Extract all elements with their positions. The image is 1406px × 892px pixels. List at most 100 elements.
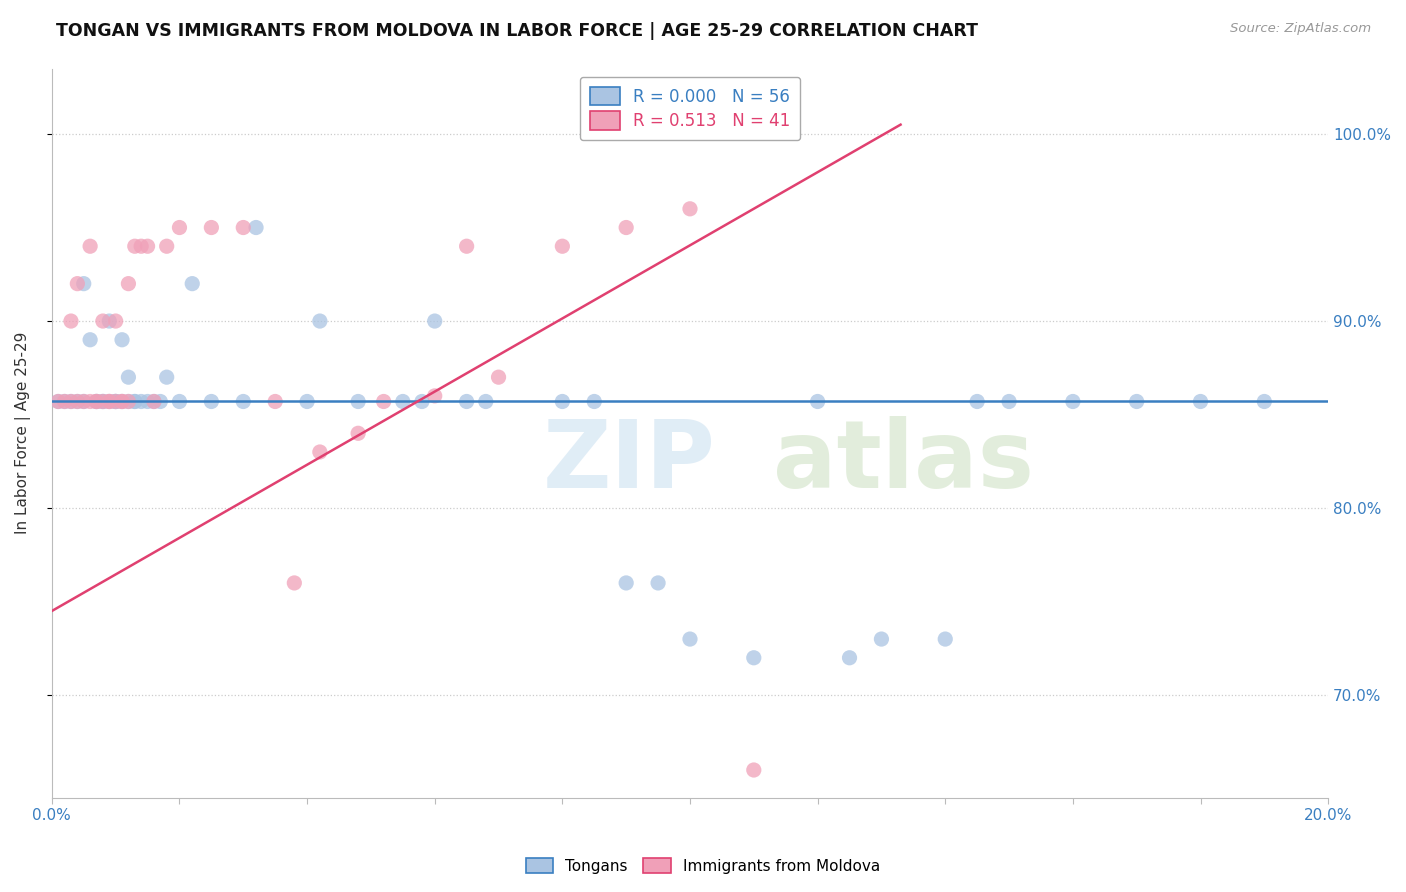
Point — [870, 632, 893, 646]
Point — [551, 394, 574, 409]
Point — [283, 576, 305, 591]
Point — [1189, 394, 1212, 409]
Point — [104, 394, 127, 409]
Point — [647, 576, 669, 591]
Point — [679, 632, 702, 646]
Point — [1253, 394, 1275, 409]
Legend: Tongans, Immigrants from Moldova: Tongans, Immigrants from Moldova — [520, 852, 886, 880]
Point — [98, 394, 121, 409]
Point — [295, 394, 318, 409]
Point — [46, 394, 69, 409]
Point — [347, 394, 370, 409]
Point — [59, 314, 82, 328]
Point — [117, 394, 139, 409]
Point — [142, 394, 165, 409]
Point — [86, 394, 108, 409]
Point — [245, 220, 267, 235]
Point — [583, 394, 606, 409]
Point — [934, 632, 956, 646]
Point — [91, 394, 114, 409]
Point — [104, 394, 127, 409]
Point — [614, 220, 637, 235]
Point — [742, 650, 765, 665]
Point — [91, 394, 114, 409]
Point — [475, 394, 498, 409]
Point — [614, 576, 637, 591]
Point — [742, 763, 765, 777]
Point — [73, 277, 96, 291]
Point — [679, 202, 702, 216]
Point — [124, 239, 146, 253]
Point — [73, 394, 96, 409]
Point — [98, 394, 121, 409]
Point — [53, 394, 76, 409]
Point — [838, 650, 860, 665]
Point — [66, 394, 89, 409]
Point — [91, 314, 114, 328]
Point — [232, 394, 254, 409]
Point — [79, 394, 101, 409]
Point — [111, 394, 134, 409]
Point — [111, 333, 134, 347]
Point — [79, 239, 101, 253]
Point — [456, 394, 478, 409]
Point — [456, 239, 478, 253]
Point — [73, 394, 96, 409]
Point — [1125, 394, 1147, 409]
Point — [129, 394, 152, 409]
Point — [488, 370, 510, 384]
Point — [391, 394, 413, 409]
Point — [46, 394, 69, 409]
Point — [169, 220, 191, 235]
Point — [181, 277, 204, 291]
Point — [98, 314, 121, 328]
Point — [169, 394, 191, 409]
Point — [129, 239, 152, 253]
Text: Source: ZipAtlas.com: Source: ZipAtlas.com — [1230, 22, 1371, 36]
Point — [966, 394, 988, 409]
Point — [59, 394, 82, 409]
Point — [111, 394, 134, 409]
Point — [79, 333, 101, 347]
Point — [98, 394, 121, 409]
Point — [308, 314, 330, 328]
Legend: R = 0.000   N = 56, R = 0.513   N = 41: R = 0.000 N = 56, R = 0.513 N = 41 — [579, 77, 800, 140]
Point — [117, 277, 139, 291]
Point — [998, 394, 1021, 409]
Point — [200, 394, 222, 409]
Point — [104, 314, 127, 328]
Point — [117, 370, 139, 384]
Point — [86, 394, 108, 409]
Text: atlas: atlas — [773, 417, 1033, 508]
Point — [124, 394, 146, 409]
Point — [1062, 394, 1084, 409]
Text: TONGAN VS IMMIGRANTS FROM MOLDOVA IN LABOR FORCE | AGE 25-29 CORRELATION CHART: TONGAN VS IMMIGRANTS FROM MOLDOVA IN LAB… — [56, 22, 979, 40]
Point — [136, 239, 159, 253]
Point — [411, 394, 433, 409]
Point — [200, 220, 222, 235]
Point — [347, 426, 370, 441]
Point — [91, 394, 114, 409]
Point — [308, 445, 330, 459]
Point — [104, 394, 127, 409]
Point — [807, 394, 830, 409]
Point — [142, 394, 165, 409]
Point — [156, 239, 179, 253]
Point — [551, 239, 574, 253]
Point — [111, 394, 134, 409]
Point — [86, 394, 108, 409]
Point — [53, 394, 76, 409]
Point — [156, 370, 179, 384]
Y-axis label: In Labor Force | Age 25-29: In Labor Force | Age 25-29 — [15, 332, 31, 534]
Point — [66, 277, 89, 291]
Point — [86, 394, 108, 409]
Point — [66, 394, 89, 409]
Point — [149, 394, 172, 409]
Point — [117, 394, 139, 409]
Point — [264, 394, 287, 409]
Text: ZIP: ZIP — [543, 417, 716, 508]
Point — [373, 394, 395, 409]
Point — [59, 394, 82, 409]
Point — [423, 389, 446, 403]
Point — [136, 394, 159, 409]
